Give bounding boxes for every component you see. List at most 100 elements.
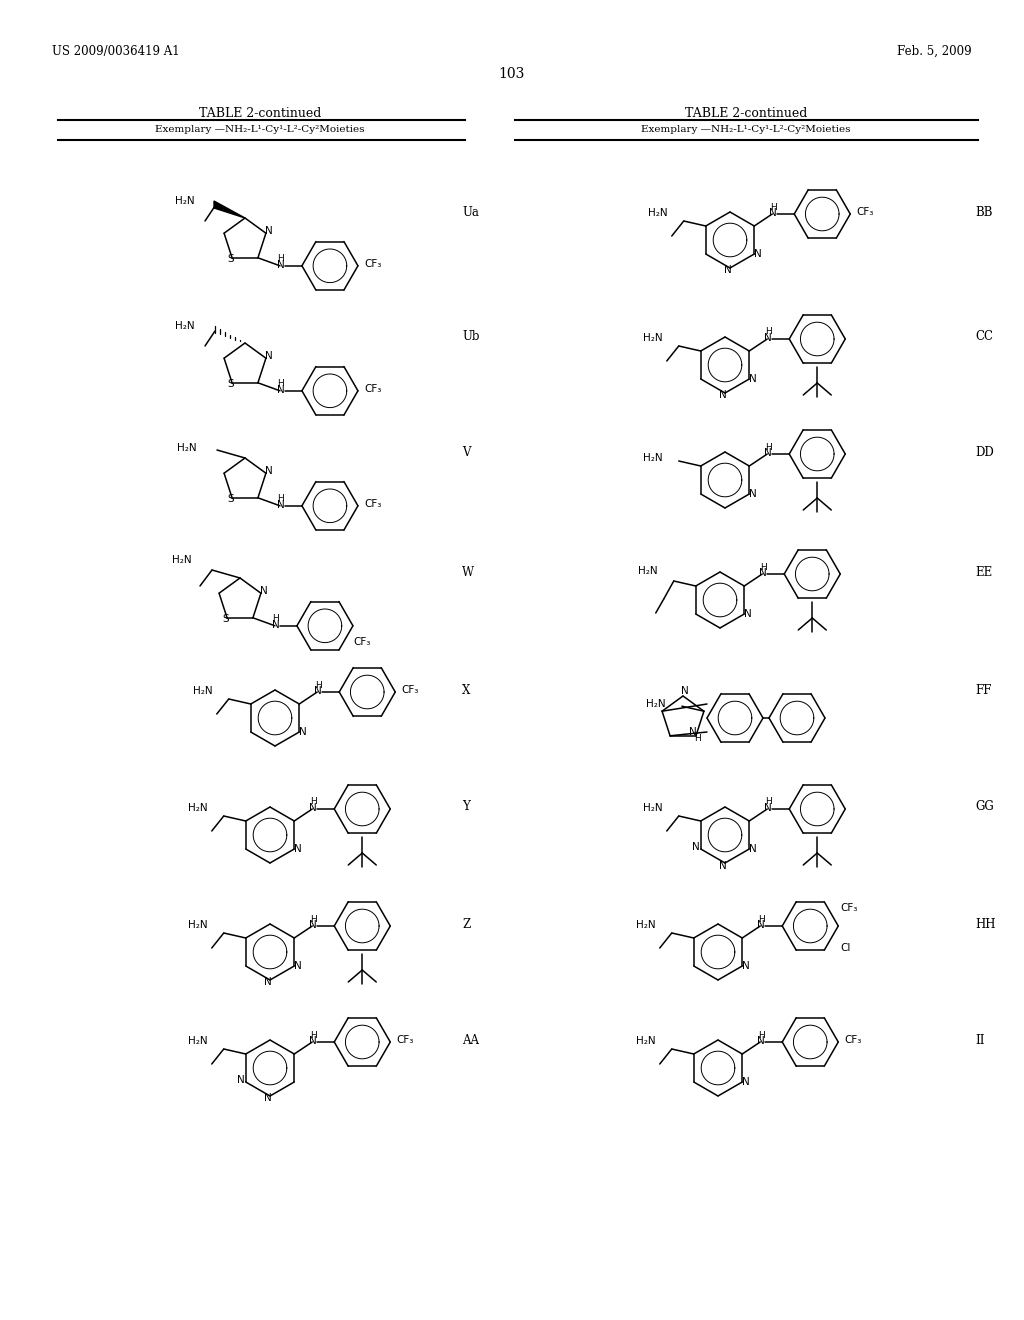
Text: H: H <box>314 681 322 689</box>
Text: S: S <box>227 494 234 504</box>
Text: H: H <box>310 915 316 924</box>
Text: 103: 103 <box>499 67 525 81</box>
Text: H: H <box>694 734 701 743</box>
Text: H: H <box>272 614 280 623</box>
Text: H₂N: H₂N <box>188 1036 208 1045</box>
Text: S: S <box>223 614 229 624</box>
Text: Y: Y <box>462 800 470 813</box>
Text: N: N <box>769 209 777 218</box>
Text: Z: Z <box>462 917 470 931</box>
Text: CC: CC <box>975 330 993 343</box>
Text: H: H <box>278 255 285 263</box>
Text: CF₃: CF₃ <box>856 207 873 216</box>
Text: N: N <box>272 620 280 630</box>
Text: H₂N: H₂N <box>636 1036 655 1045</box>
Polygon shape <box>214 201 245 218</box>
Text: N: N <box>294 843 302 854</box>
Text: N: N <box>750 843 757 854</box>
Text: H₂N: H₂N <box>172 554 193 565</box>
Text: US 2009/0036419 A1: US 2009/0036419 A1 <box>52 45 179 58</box>
Text: H: H <box>310 797 316 807</box>
Text: H₂N: H₂N <box>638 566 657 576</box>
Text: II: II <box>975 1034 984 1047</box>
Text: H₂N: H₂N <box>643 803 663 813</box>
Text: Exemplary —NH₂-L¹-Cy¹-L²-Cy²Moieties: Exemplary —NH₂-L¹-Cy¹-L²-Cy²Moieties <box>156 125 365 135</box>
Text: N: N <box>278 500 285 510</box>
Text: N: N <box>719 389 727 400</box>
Text: N: N <box>309 803 317 813</box>
Text: Exemplary —NH₂-L¹-Cy¹-L²-Cy²Moieties: Exemplary —NH₂-L¹-Cy¹-L²-Cy²Moieties <box>641 125 851 135</box>
Text: N: N <box>750 488 757 499</box>
Text: CF₃: CF₃ <box>364 384 381 393</box>
Text: CF₃: CF₃ <box>353 636 371 647</box>
Text: FF: FF <box>975 684 991 697</box>
Text: CF₃: CF₃ <box>364 259 381 269</box>
Text: S: S <box>227 379 234 389</box>
Text: N: N <box>755 249 762 259</box>
Text: CF₃: CF₃ <box>396 1035 414 1045</box>
Text: BB: BB <box>975 206 992 219</box>
Text: Feb. 5, 2009: Feb. 5, 2009 <box>897 45 972 58</box>
Text: N: N <box>764 803 772 813</box>
Text: N: N <box>294 961 302 972</box>
Text: S: S <box>227 253 234 264</box>
Text: N: N <box>719 861 727 871</box>
Text: H₂N: H₂N <box>643 333 663 343</box>
Text: N: N <box>264 977 272 987</box>
Text: CF₃: CF₃ <box>364 499 381 508</box>
Text: N: N <box>299 727 307 737</box>
Text: N: N <box>689 727 696 737</box>
Text: TABLE 2-continued: TABLE 2-continued <box>685 107 807 120</box>
Text: H₂N: H₂N <box>636 920 655 931</box>
Text: N: N <box>309 1036 317 1045</box>
Text: N: N <box>314 686 323 696</box>
Text: H₂N: H₂N <box>175 321 195 331</box>
Text: H₂N: H₂N <box>194 686 213 696</box>
Text: N: N <box>750 374 757 384</box>
Text: H₂N: H₂N <box>648 209 668 218</box>
Text: H: H <box>758 1031 765 1040</box>
Text: N: N <box>724 265 732 275</box>
Text: Cl: Cl <box>841 942 851 953</box>
Text: AA: AA <box>462 1034 479 1047</box>
Text: H₂N: H₂N <box>646 700 666 709</box>
Text: V: V <box>462 446 470 458</box>
Text: H: H <box>765 327 772 337</box>
Text: N: N <box>744 609 752 619</box>
Text: H₂N: H₂N <box>175 195 195 206</box>
Text: CF₃: CF₃ <box>841 903 858 913</box>
Text: N: N <box>265 351 272 362</box>
Text: TABLE 2-continued: TABLE 2-continued <box>199 107 322 120</box>
Text: H₂N: H₂N <box>177 444 197 453</box>
Text: GG: GG <box>975 800 993 813</box>
Text: N: N <box>742 961 751 972</box>
Text: H: H <box>760 562 767 572</box>
Text: H₂N: H₂N <box>188 920 208 931</box>
Text: N: N <box>758 920 765 931</box>
Text: N: N <box>760 568 767 578</box>
Text: H₂N: H₂N <box>643 453 663 463</box>
Text: X: X <box>462 684 470 697</box>
Text: H₂N: H₂N <box>188 803 208 813</box>
Text: N: N <box>265 466 272 477</box>
Text: DD: DD <box>975 446 993 458</box>
Text: H: H <box>278 379 285 388</box>
Text: N: N <box>309 920 317 931</box>
Text: N: N <box>758 1036 765 1045</box>
Text: H: H <box>278 494 285 503</box>
Text: N: N <box>742 1077 751 1086</box>
Text: H: H <box>770 202 776 211</box>
Text: N: N <box>681 686 689 696</box>
Text: H: H <box>765 797 772 807</box>
Text: N: N <box>260 586 268 597</box>
Text: CF₃: CF₃ <box>844 1035 861 1045</box>
Text: N: N <box>692 842 699 851</box>
Text: N: N <box>237 1074 245 1085</box>
Text: N: N <box>265 226 272 236</box>
Text: CF₃: CF₃ <box>401 685 419 696</box>
Text: Ua: Ua <box>462 206 479 219</box>
Text: HH: HH <box>975 917 995 931</box>
Text: H: H <box>310 1031 316 1040</box>
Text: H: H <box>758 915 765 924</box>
Text: N: N <box>764 447 772 458</box>
